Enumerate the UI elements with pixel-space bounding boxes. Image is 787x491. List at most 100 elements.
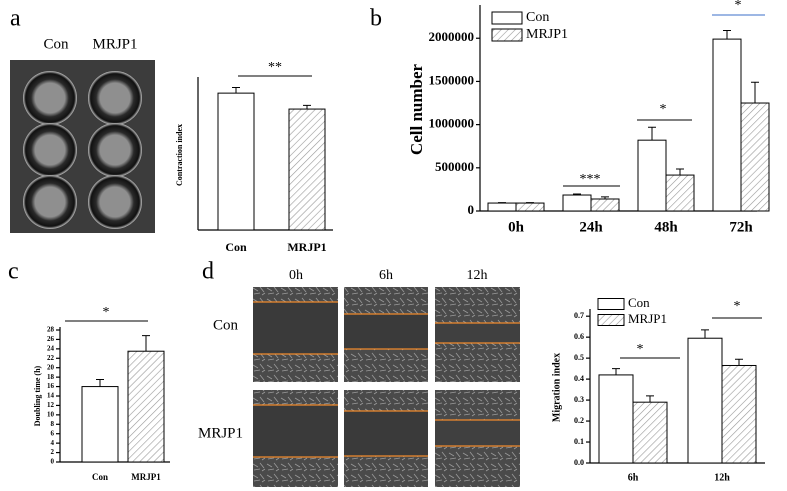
y-tick-label: 0.0 xyxy=(574,458,584,467)
error-bar xyxy=(96,379,104,387)
bar xyxy=(288,108,326,231)
bar xyxy=(127,350,165,463)
bar xyxy=(721,364,757,464)
bar xyxy=(632,401,668,464)
bar xyxy=(590,198,620,212)
legend-swatch xyxy=(491,28,523,42)
y-axis-label: Doubling time (h) xyxy=(33,365,42,426)
significance-mark: * xyxy=(660,102,667,117)
x-tick-label: Con xyxy=(92,472,108,482)
significance-mark: * xyxy=(734,299,741,314)
legend-swatch xyxy=(597,298,625,310)
column-label: 0h xyxy=(289,268,303,283)
error-bar xyxy=(142,335,150,352)
y-tick-label: 0.2 xyxy=(574,416,584,425)
y-tick-label: 0.5 xyxy=(574,353,584,362)
column-label: 12h xyxy=(467,268,488,283)
error-bar xyxy=(232,87,240,94)
y-tick-label: 0 xyxy=(51,458,55,466)
panel-label: c xyxy=(8,259,19,285)
y-tick-label: 20 xyxy=(47,363,55,371)
bar xyxy=(81,386,119,463)
y-tick-label: 22 xyxy=(47,354,55,362)
y-tick-label: 0 xyxy=(468,202,475,217)
y-tick-label: 0.1 xyxy=(574,437,584,446)
well-plate-photo xyxy=(10,60,155,233)
y-tick-label: 0.4 xyxy=(574,374,584,383)
significance-mark: * xyxy=(103,305,110,320)
y-tick-label: 6 xyxy=(51,429,55,437)
panel-label: d xyxy=(202,259,214,285)
x-tick-label: Con xyxy=(225,240,247,254)
bar xyxy=(712,38,742,212)
y-tick-label: 4 xyxy=(51,439,55,447)
significance-mark: * xyxy=(735,0,742,13)
y-axis-label: Cell number xyxy=(407,63,426,155)
y-tick-label: 2000000 xyxy=(429,29,475,44)
row-label: MRJP1 xyxy=(198,425,243,441)
significance-mark: *** xyxy=(580,172,601,187)
y-tick-label: 1000000 xyxy=(429,116,475,131)
bar xyxy=(637,139,667,212)
error-bar xyxy=(676,168,684,176)
legend-swatch xyxy=(491,11,523,25)
y-tick-label: 12 xyxy=(47,401,55,409)
bar xyxy=(740,102,770,212)
y-tick-label: 18 xyxy=(47,373,55,381)
bar xyxy=(598,374,634,464)
migration-photos xyxy=(253,287,520,487)
bar xyxy=(515,202,545,212)
legend-label: Con xyxy=(628,295,650,310)
error-bar xyxy=(648,126,656,141)
y-tick-label: 2 xyxy=(51,448,55,456)
bar xyxy=(217,92,255,231)
error-bar xyxy=(573,193,581,196)
legend-label: MRJP1 xyxy=(526,27,568,42)
error-bar xyxy=(612,368,620,375)
x-tick-label: 6h xyxy=(628,472,639,483)
y-tick-label: 28 xyxy=(47,326,55,334)
x-tick-label: 72h xyxy=(729,219,753,235)
y-tick-label: 26 xyxy=(47,335,55,343)
y-tick-label: 0.3 xyxy=(574,395,584,404)
x-tick-label: MRJP1 xyxy=(287,240,326,254)
error-bar xyxy=(723,29,731,40)
y-tick-label: 10 xyxy=(47,410,55,418)
error-bar xyxy=(735,358,743,366)
bar xyxy=(665,174,695,212)
x-tick-label: 48h xyxy=(654,219,678,235)
error-bar xyxy=(601,196,609,199)
panel-label: b xyxy=(370,6,382,32)
y-tick-label: 8 xyxy=(51,420,55,428)
error-bar xyxy=(751,81,759,104)
plate-label: MRJP1 xyxy=(92,36,137,52)
y-tick-label: 1500000 xyxy=(429,72,475,87)
y-tick-label: 0.7 xyxy=(574,311,584,320)
x-tick-label: 24h xyxy=(579,219,603,235)
significance-mark: ** xyxy=(268,60,282,75)
error-bar xyxy=(303,104,311,110)
bar xyxy=(562,194,592,212)
y-axis-label: Migration index xyxy=(551,353,562,422)
legend-swatch xyxy=(597,314,625,326)
y-tick-label: 14 xyxy=(47,392,55,400)
x-tick-label: 0h xyxy=(508,219,525,235)
column-label: 6h xyxy=(379,268,393,283)
row-label: Con xyxy=(213,317,239,333)
error-bar xyxy=(701,329,709,339)
x-tick-label: 12h xyxy=(714,472,730,483)
panel-label: a xyxy=(10,6,21,32)
y-tick-label: 500000 xyxy=(435,159,474,174)
y-tick-label: 0.6 xyxy=(574,332,584,341)
legend-label: Con xyxy=(526,10,549,25)
legend-label: MRJP1 xyxy=(628,311,667,326)
y-tick-label: 16 xyxy=(47,382,55,390)
significance-mark: * xyxy=(637,342,644,357)
y-axis-label: Contraction index xyxy=(175,124,184,186)
x-tick-label: MRJP1 xyxy=(131,472,161,482)
error-bar xyxy=(646,395,654,403)
bar xyxy=(687,337,723,464)
y-tick-label: 24 xyxy=(47,344,55,352)
bar xyxy=(487,202,517,212)
